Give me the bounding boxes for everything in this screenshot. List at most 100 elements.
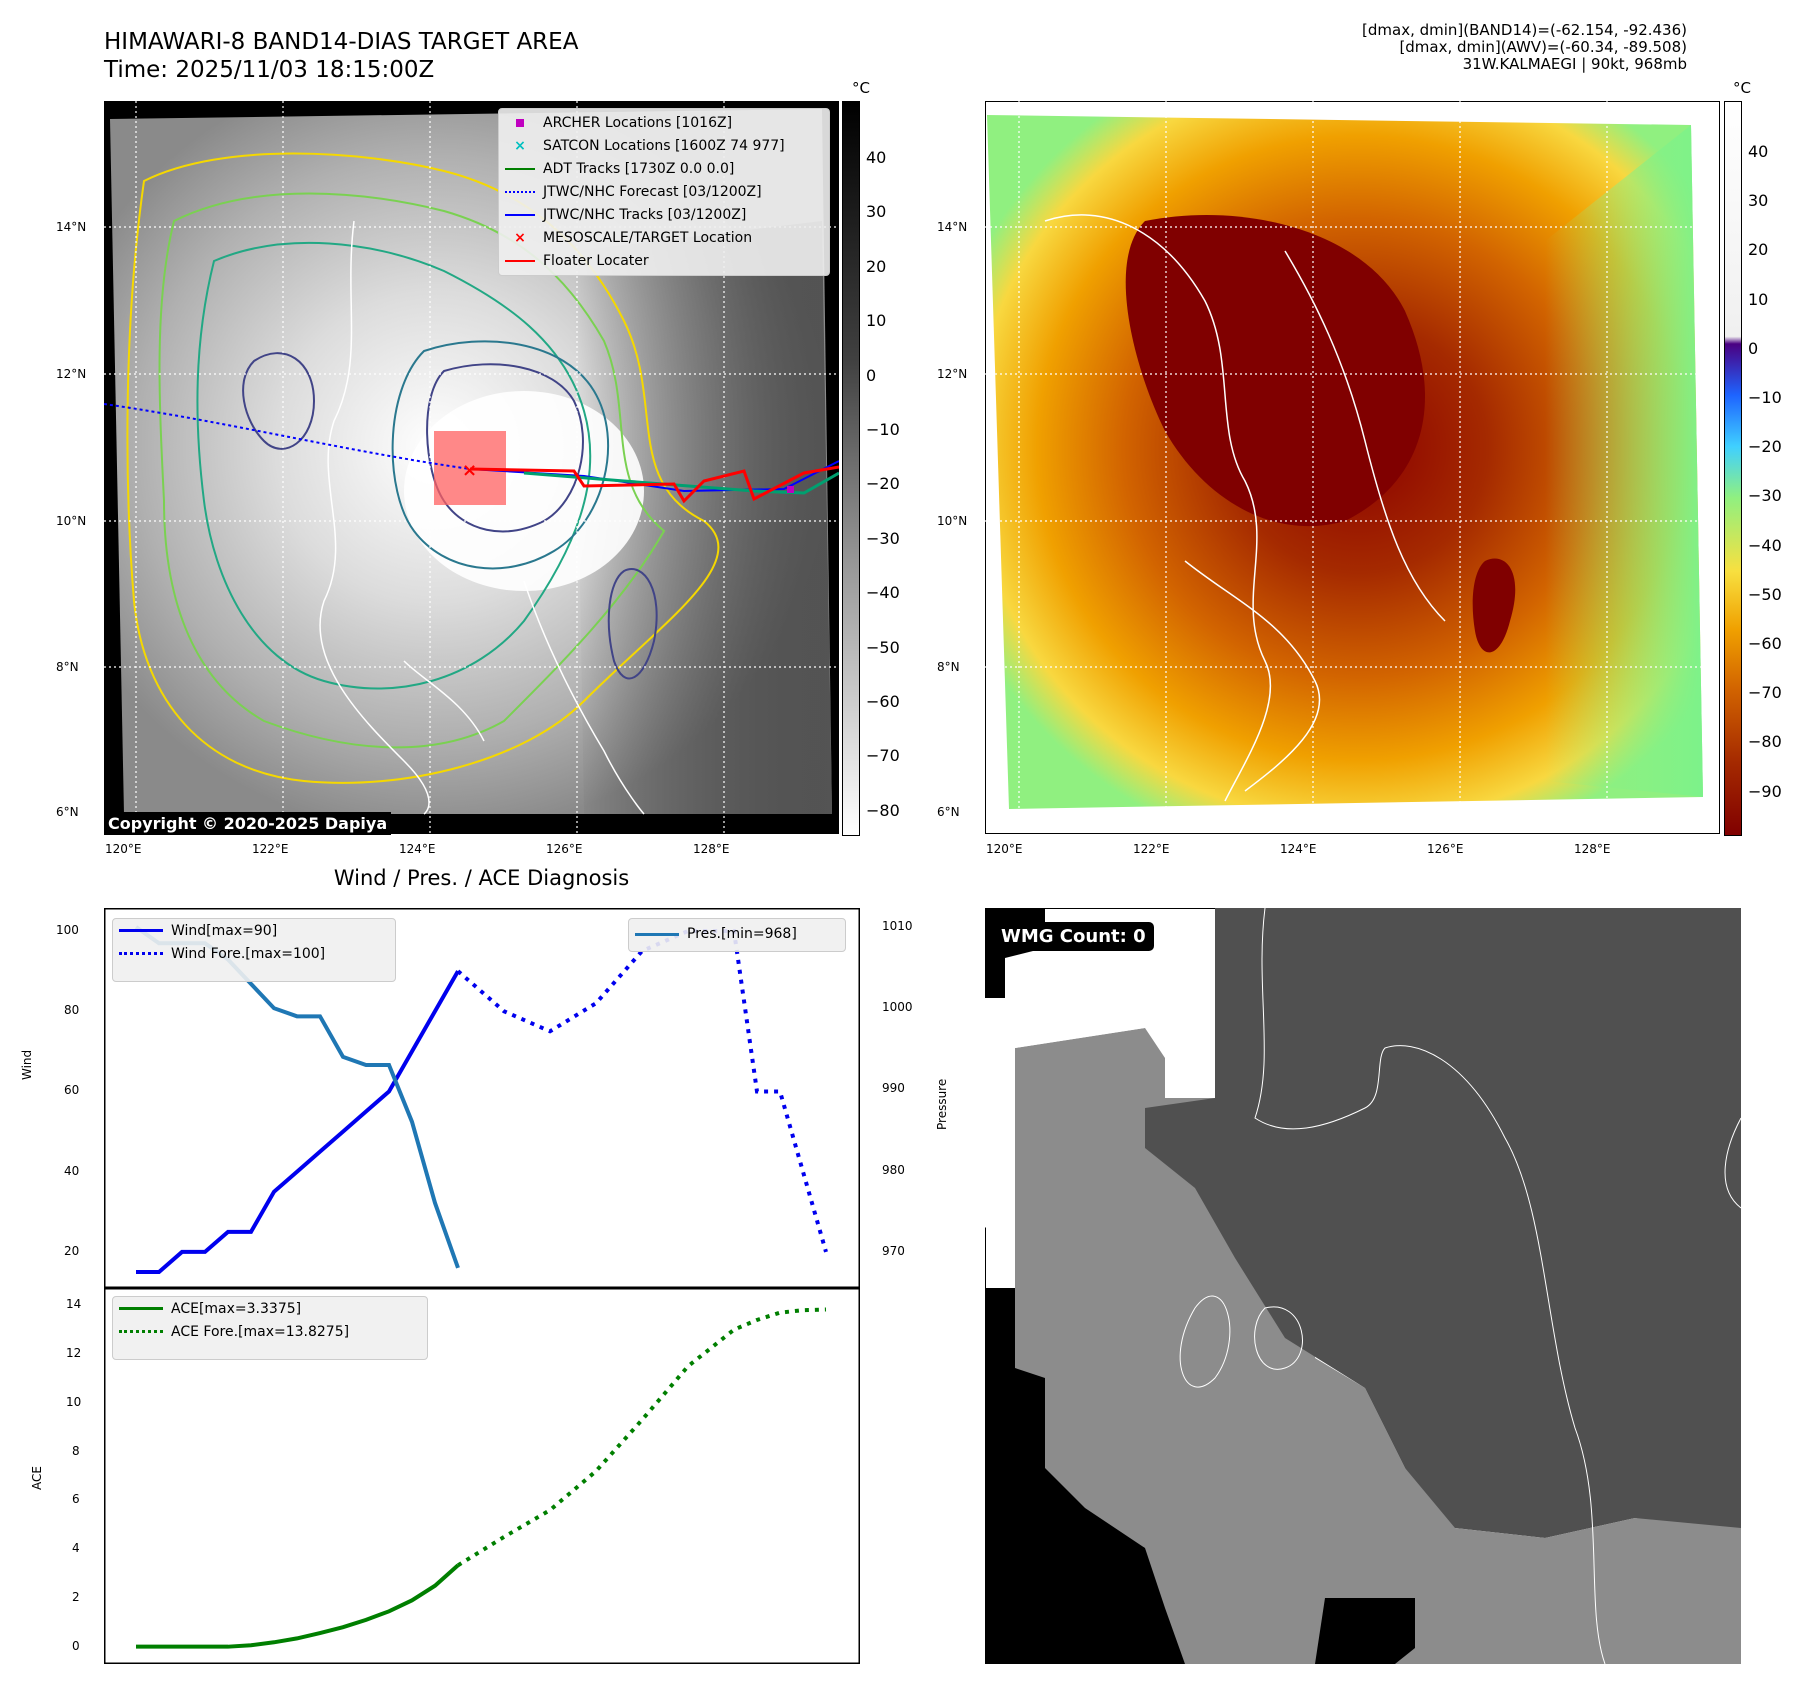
right-lat-label: 6°N [937,805,960,819]
left-lon-label: 126°E [546,842,583,856]
legend-wind-forecast: Wind Fore.[max=100] [113,942,395,965]
legend-marker [505,115,535,131]
legend-marker: × [514,137,526,154]
jtwc-forecast-track [104,403,471,470]
legend-pressure: Pres.[min=968] [629,919,845,949]
legend-marker [505,213,535,216]
legend-marker [505,259,535,262]
colorbar-tick-right: 0 [1748,338,1759,358]
legend-marker [505,190,535,193]
storm-info: 31W.KALMAEGI | 90kt, 968mb [1462,55,1687,73]
right-lat-label: 8°N [937,660,960,674]
legend-ace: ACE[max=3.3375] [113,1297,427,1320]
right-lon-label: 126°E [1427,842,1464,856]
wmg-dark-gray [1145,908,1741,1538]
ace-tick-label: 10 [66,1394,82,1409]
ace-tick-label: 0 [72,1638,80,1653]
left-lat-label: 10°N [56,514,87,528]
wmg-black-west [985,1288,1185,1664]
coastlines [319,220,645,815]
colorbar-tick-left: 10 [866,311,887,331]
gridlines-right [985,101,1720,834]
map-legend-entry: ADT Tracks [1730Z 0.0 0.0] [505,157,823,180]
colorbar-tick-left: −10 [866,420,900,439]
ace-legend: ACE[max=3.3375] ACE Fore.[max=13.8275] [112,1296,428,1360]
colorbar-tick-left: −30 [866,528,900,548]
colorbar-tick-right: −80 [1748,732,1782,752]
pressure-tick-label: 990 [882,1081,905,1096]
wind-tick-label: 20 [64,1243,80,1258]
wind-tick-label: 80 [64,1003,80,1018]
colorbar-unit-right: °C [1733,79,1751,97]
wind-legend: Wind[max=90] Wind Fore.[max=100] [112,918,396,982]
wind-tick-label: 60 [64,1083,80,1098]
colorbar-tick-right: −10 [1748,388,1782,407]
wmg-black-south [1315,1598,1415,1664]
legend-label: JTWC/NHC Forecast [03/1200Z] [543,183,762,200]
left-lat-label: 12°N [56,367,87,381]
figure-title: HIMAWARI-8 BAND14-DIAS TARGET AREA Time:… [104,28,578,84]
wind-tick-label: 40 [64,1163,80,1178]
map-legend-entry: Floater Locater [505,249,823,272]
series-line-0 [136,970,460,1274]
ace-tick-label: 8 [72,1443,80,1458]
wmg-gray-south [1455,1518,1741,1664]
legend-ace-forecast-label: ACE Fore.[max=13.8275] [171,1323,350,1340]
clear-sky-east [574,221,832,814]
legend-label: Floater Locater [543,252,649,269]
legend-label: ADT Tracks [1730Z 0.0 0.0] [543,160,735,177]
adt-track [523,471,839,495]
legend-pressure-label: Pres.[min=968] [687,926,797,942]
wmg-medium-gray [1015,928,1455,1664]
colorbar-tick-right: −30 [1748,486,1782,506]
stats-info: [dmax, dmin](BAND14)=(-62.154, -92.436) … [1362,22,1687,73]
legend-label: JTWC/NHC Tracks [03/1200Z] [543,206,747,223]
colorbar-tick-right: 40 [1748,142,1769,161]
colorbar-tick-left: −80 [866,800,900,820]
colorbar-tick-left: 40 [866,148,887,167]
legend-label: ARCHER Locations [1016Z] [543,114,733,131]
colorbar-tick-right: −40 [1748,535,1782,555]
colorbar-tick-left: −60 [866,692,900,711]
colorbar-tick-right: −20 [1748,437,1782,457]
legend-label: MESOSCALE/TARGET Location [543,229,753,246]
colorbar-tick-right: −50 [1748,584,1782,604]
ace-tick-label: 14 [66,1297,82,1312]
ace-tick-label: 6 [72,1492,80,1507]
left-lat-label: 14°N [56,220,87,234]
colorbar-tick-left: −20 [866,474,900,494]
left-lat-label: 6°N [56,805,79,819]
wind-tick-label: 100 [56,923,79,938]
map-legend-entry: JTWC/NHC Forecast [03/1200Z] [505,180,823,203]
right-lon-label: 128°E [1574,842,1611,856]
right-lon-label: 122°E [1133,842,1170,856]
colorbar-tick-right: 30 [1748,191,1769,211]
colorbar-tick-left: 20 [866,256,887,276]
legend-marker [505,167,535,170]
colorbar-tick-right: −60 [1748,634,1782,653]
colorbar-unit-left: °C [852,79,870,97]
map-legend-entry: ARCHER Locations [1016Z] [505,111,823,134]
legend-wind: Wind[max=90] [113,919,395,942]
wmg-panel [985,908,1741,1664]
colorbar-tick-left: −70 [866,746,900,766]
legend-wind-label: Wind[max=90] [171,922,278,939]
right-lat-label: 10°N [937,514,968,528]
title-line-1: HIMAWARI-8 BAND14-DIAS TARGET AREA [104,29,579,55]
map-legend-entries: ARCHER Locations [1016Z] × SATCON Location… [499,109,829,274]
wind-axis-label: Wind [20,1049,34,1080]
legend-ace-forecast: ACE Fore.[max=13.8275] [113,1320,427,1343]
colorbar-tick-right: 20 [1748,240,1769,260]
ace-series-line-0 [136,1563,460,1649]
title-line-2: Time: 2025/11/03 18:15:00Z [104,57,435,83]
ace-tick-label: 12 [66,1346,82,1361]
left-lon-label: 124°E [399,842,436,856]
pressure-tick-label: 1000 [882,1000,913,1015]
ace-plot-frame [104,1288,860,1664]
color-map-right [985,101,1720,834]
copyright-label: Copyright © 2020-2025 Dapiya [104,812,392,835]
legend-marker: × [514,229,526,246]
map-legend: ARCHER Locations [1016Z] × SATCON Location… [498,108,830,276]
ace-series-line-1 [456,1307,827,1568]
colorbar-tick-left: 30 [866,202,887,222]
